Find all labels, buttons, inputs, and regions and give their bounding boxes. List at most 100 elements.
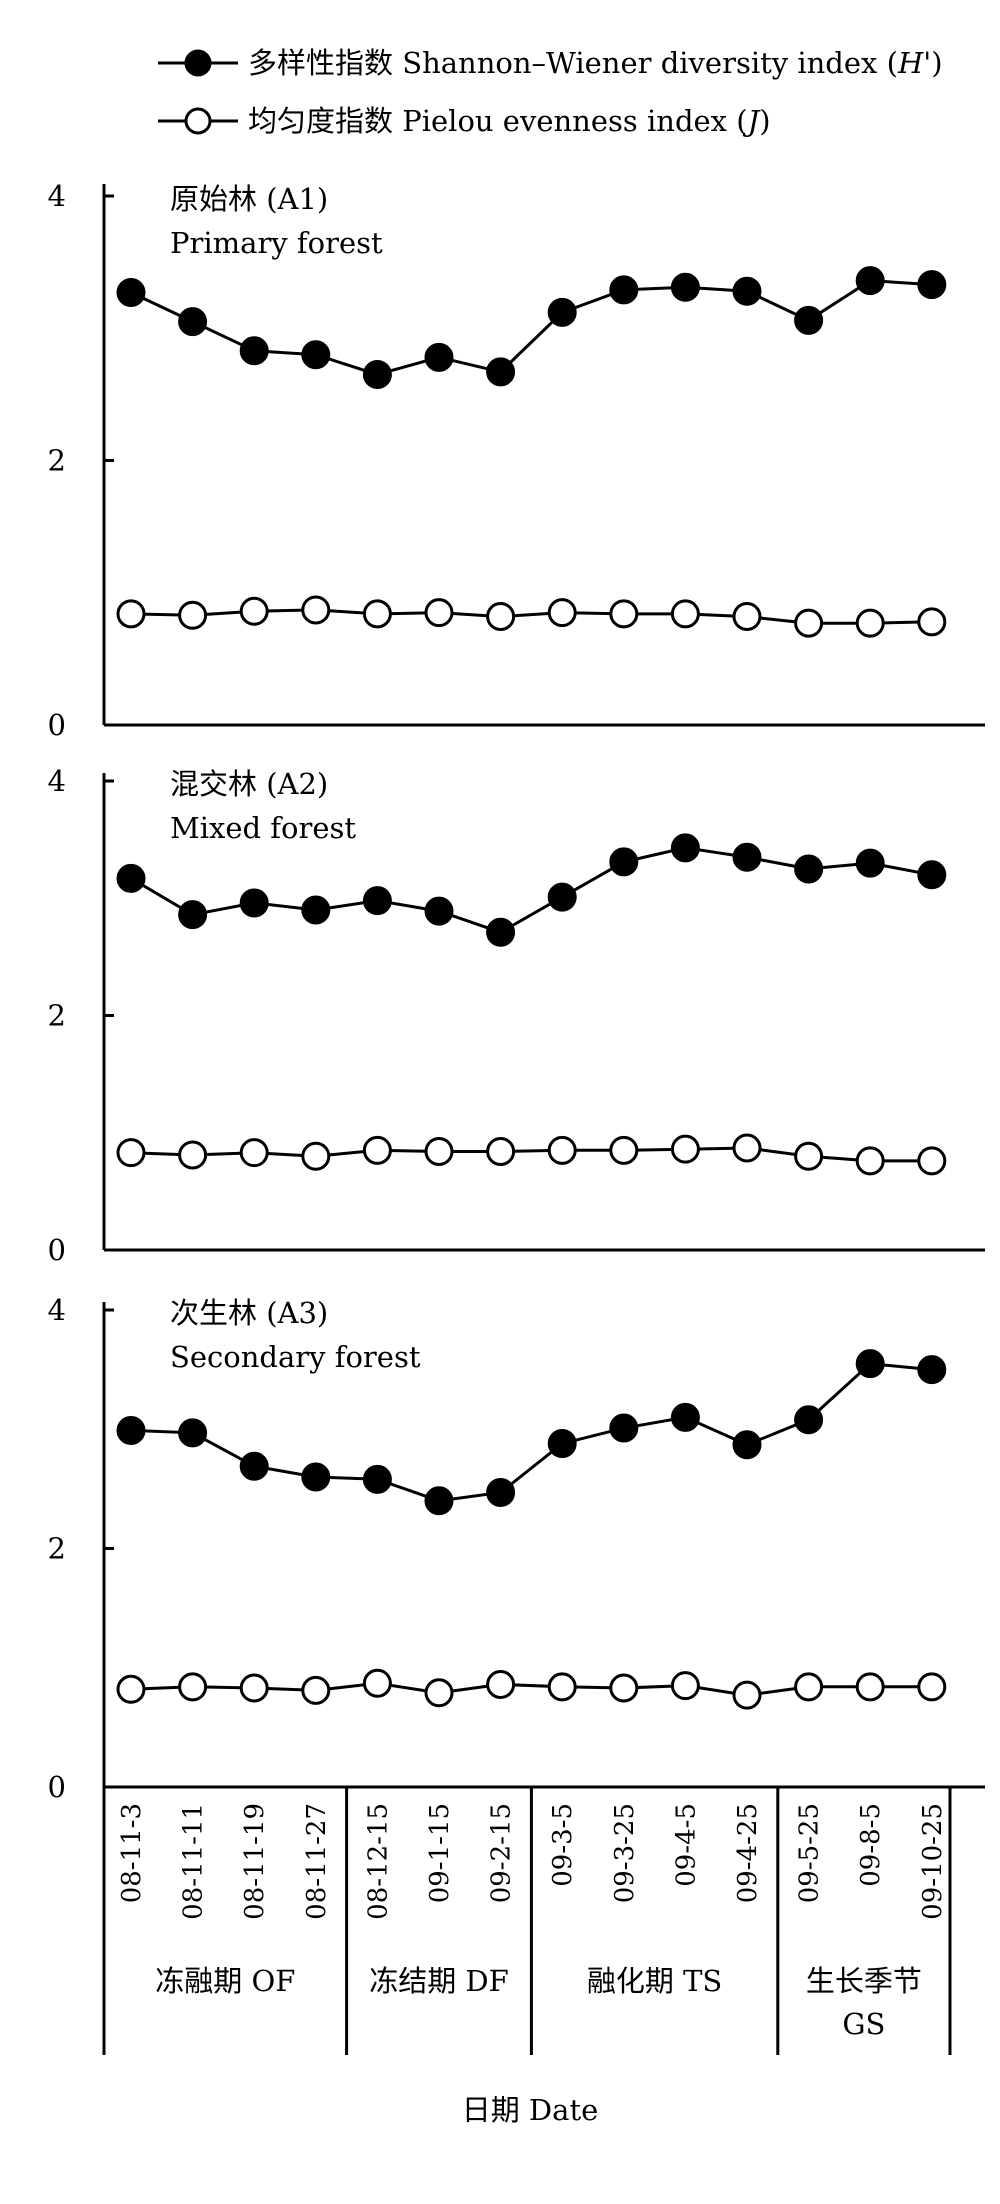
data-point [547,1429,577,1459]
x-tick-label: 08-11-3 [117,1803,147,1903]
data-point [362,1135,392,1165]
data-point [670,272,700,302]
x-tick-label: 08-11-11 [179,1803,209,1920]
legend-item-1: 多样性指数 Shannon–Wiener diversity index (H'… [158,46,943,80]
data-point [917,1355,947,1385]
y-tick-label: 0 [48,1770,66,1804]
x-tick-label: 09-5-25 [795,1803,825,1903]
data-point [670,1402,700,1432]
data-point [301,895,331,925]
data-point [178,307,208,337]
y-tick-label: 0 [48,708,66,742]
data-point [486,1137,516,1167]
data-point [116,599,146,629]
data-point [670,833,700,863]
data-point [609,1673,639,1703]
data-point [362,886,392,916]
x-tick-label: 09-8-5 [856,1803,886,1887]
data-point [732,1430,762,1460]
x-tick-label: 09-10-25 [918,1803,948,1920]
data-point [301,1141,331,1171]
data-point [855,608,885,638]
data-point [794,1672,824,1702]
data-point [116,1674,146,1704]
panel-subtitle: Mixed forest [170,811,356,845]
series-pielou [116,1133,947,1176]
panel-2: 0 2 4 混交林 (A2) Mixed forest [48,764,985,1267]
x-tick-label: 09-3-25 [610,1803,640,1903]
period-axis: 08-11-3 08-11-11 08-11-19 08-11-27 08-12-15 0… [102,1787,952,2055]
data-point [794,1405,824,1435]
data-point [794,1141,824,1171]
data-point [732,602,762,632]
period-label: 生长季节 [806,1964,922,1998]
data-point [362,1668,392,1698]
data-point [917,270,947,300]
panel-3: 0 2 4 次生林 (A3) Secondary forest [48,1293,985,1804]
data-point [178,900,208,930]
data-point [301,1675,331,1705]
x-tick-label: 08-11-19 [240,1803,270,1920]
data-point [855,266,885,296]
data-point [239,596,269,626]
x-tick-label: 09-1-15 [425,1803,455,1903]
data-point [239,1673,269,1703]
data-point [609,599,639,629]
data-point [609,847,639,877]
period-label: 融化期 TS [587,1964,722,1998]
legend-label: 多样性指数 Shannon–Wiener diversity index (H'… [248,46,943,80]
y-tick-label: 4 [48,1293,66,1327]
period-label: GS [842,2007,885,2041]
legend-marker [184,49,212,77]
data-point [794,854,824,884]
series-pielou [116,1668,947,1710]
data-point [917,1146,947,1176]
data-point [917,607,947,637]
data-point [301,595,331,625]
data-point [424,1678,454,1708]
data-point [855,1349,885,1379]
data-point [855,1146,885,1176]
data-point [424,896,454,926]
data-point [486,357,516,387]
x-tick-label: 09-4-25 [733,1803,763,1903]
panel-title: 原始林 (A1) [170,182,328,216]
y-tick-label: 4 [48,764,66,798]
x-tick-label: 08-11-27 [302,1803,332,1920]
data-point [794,305,824,335]
data-point [670,1671,700,1701]
data-point [486,917,516,947]
data-point [424,1486,454,1516]
data-point [178,1672,208,1702]
data-point [794,608,824,638]
data-point [609,1413,639,1443]
data-point [732,1680,762,1710]
data-point [547,598,577,628]
panel-title: 次生林 (A3) [170,1296,328,1330]
data-point [424,342,454,372]
data-point [855,1672,885,1702]
panel-subtitle: Primary forest [170,226,383,260]
legend-label: 均匀度指数 Pielou evenness index (J) [248,104,771,138]
data-point [424,1137,454,1167]
data-point [239,336,269,366]
data-point [609,275,639,305]
data-point [486,1669,516,1699]
data-point [178,1418,208,1448]
y-tick-label: 2 [48,1532,66,1566]
series-shannon [116,266,947,390]
data-point [239,888,269,918]
data-point [547,297,577,327]
data-point [732,842,762,872]
data-point [239,1138,269,1168]
data-point [609,1135,639,1165]
x-axis-label: 日期 Date [462,2093,599,2127]
data-point [116,1138,146,1168]
series-pielou [116,595,947,638]
data-point [178,600,208,630]
series-shannon [116,833,947,947]
data-point [670,599,700,629]
data-point [917,860,947,890]
panel-title: 混交林 (A2) [170,767,328,801]
